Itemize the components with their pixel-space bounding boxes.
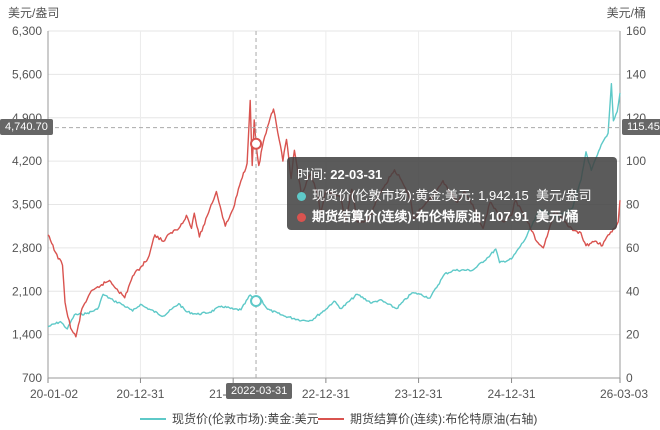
y-right-tick-label: 20	[626, 328, 640, 342]
legend-gold-label: 现货价(伦敦市场):黄金:美元	[172, 412, 319, 426]
x-tick-label: 20-01-02	[30, 387, 78, 401]
crosshair-left-value-label: 4,740.70	[0, 118, 53, 135]
tooltip-time-label: 时间:	[297, 167, 327, 182]
tooltip-gold-label: 现货价(伦敦市场):黄金:美元:	[312, 188, 475, 203]
legend-oil-label: 期货结算价(连续):布伦特原油(右轴)	[350, 412, 538, 426]
tooltip-oil-label: 期货结算价(连续):布伦特原油:	[312, 209, 486, 224]
y-left-tick-label: 5,600	[12, 67, 42, 81]
crosshair-date-label: 2022-03-31	[226, 383, 293, 399]
y-left-tick-label: 700	[22, 371, 42, 385]
tooltip-oil-row: 期货结算价(连续):布伦特原油: 107.91 美元/桶	[297, 206, 607, 227]
oil-hover-point	[250, 137, 263, 150]
y-right-tick-label: 60	[626, 241, 640, 255]
legend-item-oil[interactable]: 期货结算价(连续):布伦特原油(右轴)	[318, 410, 537, 427]
tooltip-oil-value: 107.91	[488, 209, 529, 224]
legend-gold-line-icon	[140, 417, 166, 420]
tooltip-gold-row: 现货价(伦敦市场):黄金:美元: 1,942.15 美元/盎司	[297, 185, 607, 206]
y-left-tick-label: 2,100	[12, 284, 42, 298]
y-right-tick-label: 160	[626, 24, 646, 38]
x-tick-label: 20-12-31	[116, 387, 164, 401]
x-tick-label: 24-12-31	[488, 387, 536, 401]
gold-series-dot-icon	[297, 192, 306, 202]
y-right-tick-label: 40	[626, 284, 640, 298]
x-tick-label: 23-12-31	[395, 387, 443, 401]
y-left-tick-label: 3,500	[12, 198, 42, 212]
tooltip-gold-unit: 美元/盎司	[535, 188, 592, 203]
right-axis-unit: 美元/桶	[606, 6, 646, 20]
y-right-tick-label: 100	[626, 154, 646, 168]
legend-item-gold[interactable]: 现货价(伦敦市场):黄金:美元	[140, 410, 319, 427]
chart-tooltip: 时间: 22-03-31 现货价(伦敦市场):黄金:美元: 1,942.15 美…	[287, 157, 617, 230]
x-tick-label: 22-12-31	[302, 387, 350, 401]
tooltip-oil-unit: 美元/桶	[535, 209, 579, 224]
y-right-tick-label: 0	[626, 371, 633, 385]
tooltip-gold-value: 1,942.15	[478, 188, 529, 203]
y-left-tick-label: 2,800	[12, 241, 42, 255]
y-right-tick-label: 140	[626, 67, 646, 81]
y-left-tick-label: 6,300	[12, 24, 42, 38]
y-left-tick-label: 4,200	[12, 154, 42, 168]
oil-series-dot-icon	[297, 213, 306, 223]
gold-hover-point	[250, 295, 263, 308]
tooltip-time-row: 时间: 22-03-31	[297, 164, 607, 185]
y-left-tick-label: 1,400	[12, 328, 42, 342]
crosshair-right-value-label: 115.45	[622, 118, 660, 135]
tooltip-time-value: 22-03-31	[330, 167, 383, 182]
y-right-tick-label: 80	[626, 198, 640, 212]
left-axis-unit: 美元/盎司	[8, 6, 60, 20]
x-tick-label: 26-03-03	[600, 387, 648, 401]
legend-oil-line-icon	[318, 417, 344, 420]
gold-series-line	[47, 83, 621, 330]
